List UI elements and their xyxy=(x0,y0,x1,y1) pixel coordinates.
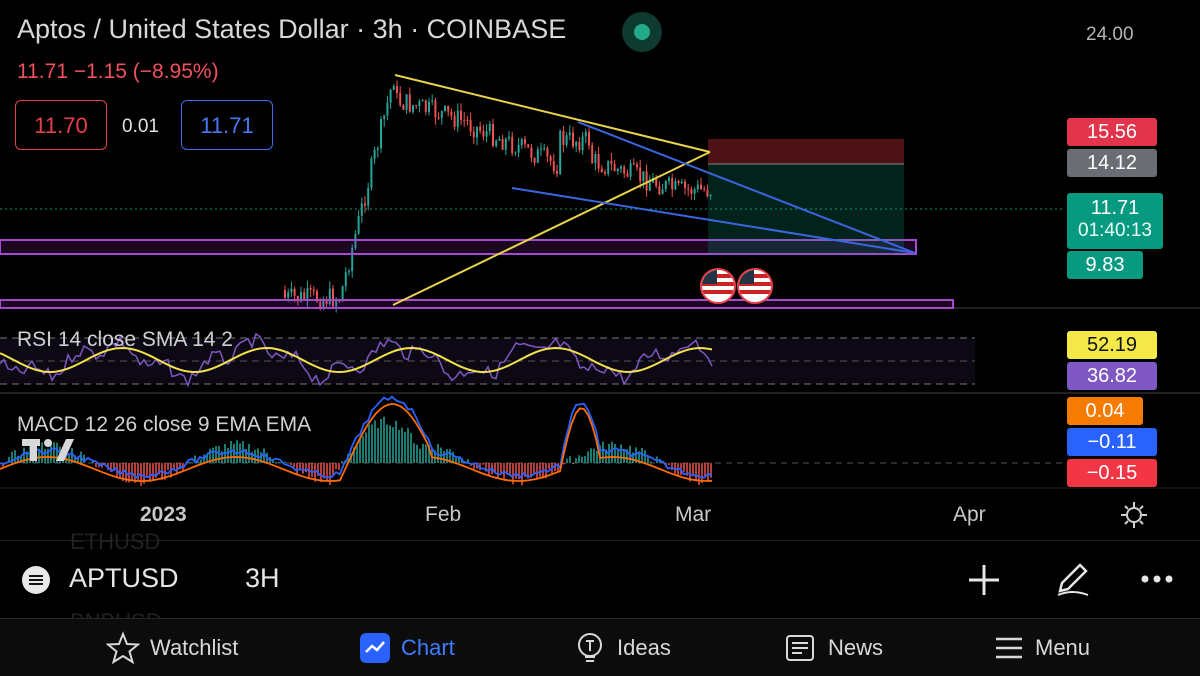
news-icon xyxy=(784,631,818,665)
time-axis-label: Apr xyxy=(953,503,986,527)
tradingview-logo xyxy=(22,437,76,463)
chart-icon xyxy=(359,632,391,664)
support-zone[interactable] xyxy=(0,300,953,308)
macd-pane xyxy=(0,397,1065,486)
macd-line-tag: −0.11 xyxy=(1067,428,1157,456)
trendline-support[interactable] xyxy=(393,152,710,305)
tab-label: Watchlist xyxy=(150,635,238,661)
ghost-symbol: ETHUSD xyxy=(70,529,160,555)
bar-countdown: 01:40:13 xyxy=(1067,220,1163,242)
lightbulb-icon xyxy=(573,631,607,665)
pencil-draw-icon[interactable] xyxy=(1052,559,1092,599)
symbol-button[interactable]: APTUSD xyxy=(69,563,179,594)
menu-icon xyxy=(993,632,1025,664)
tab-menu[interactable]: Menu xyxy=(993,619,1090,676)
time-axis-label: 2023 xyxy=(140,503,187,527)
macd-legend[interactable]: MACD 12 26 close 9 EMA EMA xyxy=(17,413,311,437)
last-price-value: 11.71 xyxy=(1067,197,1163,220)
us-flag-event-icon[interactable] xyxy=(700,268,736,304)
time-axis-label: Mar xyxy=(675,503,711,527)
interval-button[interactable]: 3H xyxy=(245,563,280,594)
us-flag-event-icon[interactable] xyxy=(737,268,773,304)
reward-zone[interactable] xyxy=(708,164,904,254)
plus-icon[interactable] xyxy=(966,562,1002,598)
market-open-indicator xyxy=(622,12,662,52)
symbol-logo-icon xyxy=(22,566,50,594)
tab-chart[interactable]: Chart xyxy=(359,619,455,676)
macd-signal-tag: −0.15 xyxy=(1067,459,1157,487)
entry-price-tag: 14.12 xyxy=(1067,149,1157,177)
tab-news[interactable]: News xyxy=(784,619,883,676)
spread-value: 0.01 xyxy=(122,116,159,138)
risk-zone[interactable] xyxy=(708,139,904,164)
price-axis-label: 24.00 xyxy=(1086,24,1134,46)
buy-button[interactable]: 11.71 xyxy=(181,100,273,150)
tab-label: Menu xyxy=(1035,635,1090,661)
macd-histogram-tag: 0.04 xyxy=(1067,397,1143,425)
stop-price-tag: 15.56 xyxy=(1067,118,1157,146)
target-price-tag: 9.83 xyxy=(1067,251,1143,279)
rsi-value-tag: 52.19 xyxy=(1067,331,1157,359)
last-price-tag: 11.71 01:40:13 xyxy=(1067,193,1163,249)
tab-label: Ideas xyxy=(617,635,671,661)
time-axis-label: Feb xyxy=(425,503,461,527)
settings-gear-icon[interactable] xyxy=(1120,501,1148,529)
symbol-toolbar: ETHUSD BNBUSD APTUSD 3H xyxy=(0,540,1200,619)
symbol-title[interactable]: Aptos / United States Dollar · 3h · COIN… xyxy=(17,14,566,45)
tab-label: News xyxy=(828,635,883,661)
sell-button[interactable]: 11.70 xyxy=(15,100,107,150)
rsi-sma-value-tag: 36.82 xyxy=(1067,362,1157,390)
tab-ideas[interactable]: Ideas xyxy=(573,619,671,676)
tab-watchlist[interactable]: Watchlist xyxy=(106,619,238,676)
tab-label: Chart xyxy=(401,635,455,661)
more-options-icon[interactable] xyxy=(1139,571,1179,587)
rsi-legend[interactable]: RSI 14 close SMA 14 2 xyxy=(17,328,233,352)
candlestick-series xyxy=(284,80,712,312)
price-change-quote: 11.71 −1.15 (−8.95%) xyxy=(17,60,219,84)
bottom-tab-bar: Watchlist Chart Ideas News Menu xyxy=(0,618,1200,676)
star-icon xyxy=(106,631,140,665)
